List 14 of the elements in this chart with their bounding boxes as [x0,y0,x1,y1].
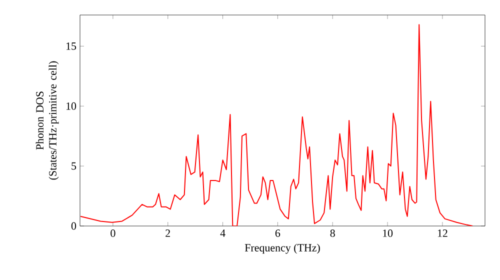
y-tick-label: 10 [66,102,76,110]
x-tick-label: 12 [438,230,448,237]
y-tick-label: 15 [66,42,76,50]
y-tick-label: 0 [71,222,76,230]
x-tick-label: 2 [166,230,170,237]
x-tick-label: 6 [275,230,280,237]
x-axis-title: Frequency (THz) [244,244,320,254]
line-series [80,24,474,226]
x-tick-label: 8 [330,230,335,237]
x-tick-label: 10 [383,230,393,237]
x-tick-label: 4 [220,230,226,237]
y-axis-title: Phonon DOS (States/THz·primitive cell) [36,61,59,180]
y-tick-label: 5 [72,162,76,170]
x-tick-label: 0 [110,230,116,237]
